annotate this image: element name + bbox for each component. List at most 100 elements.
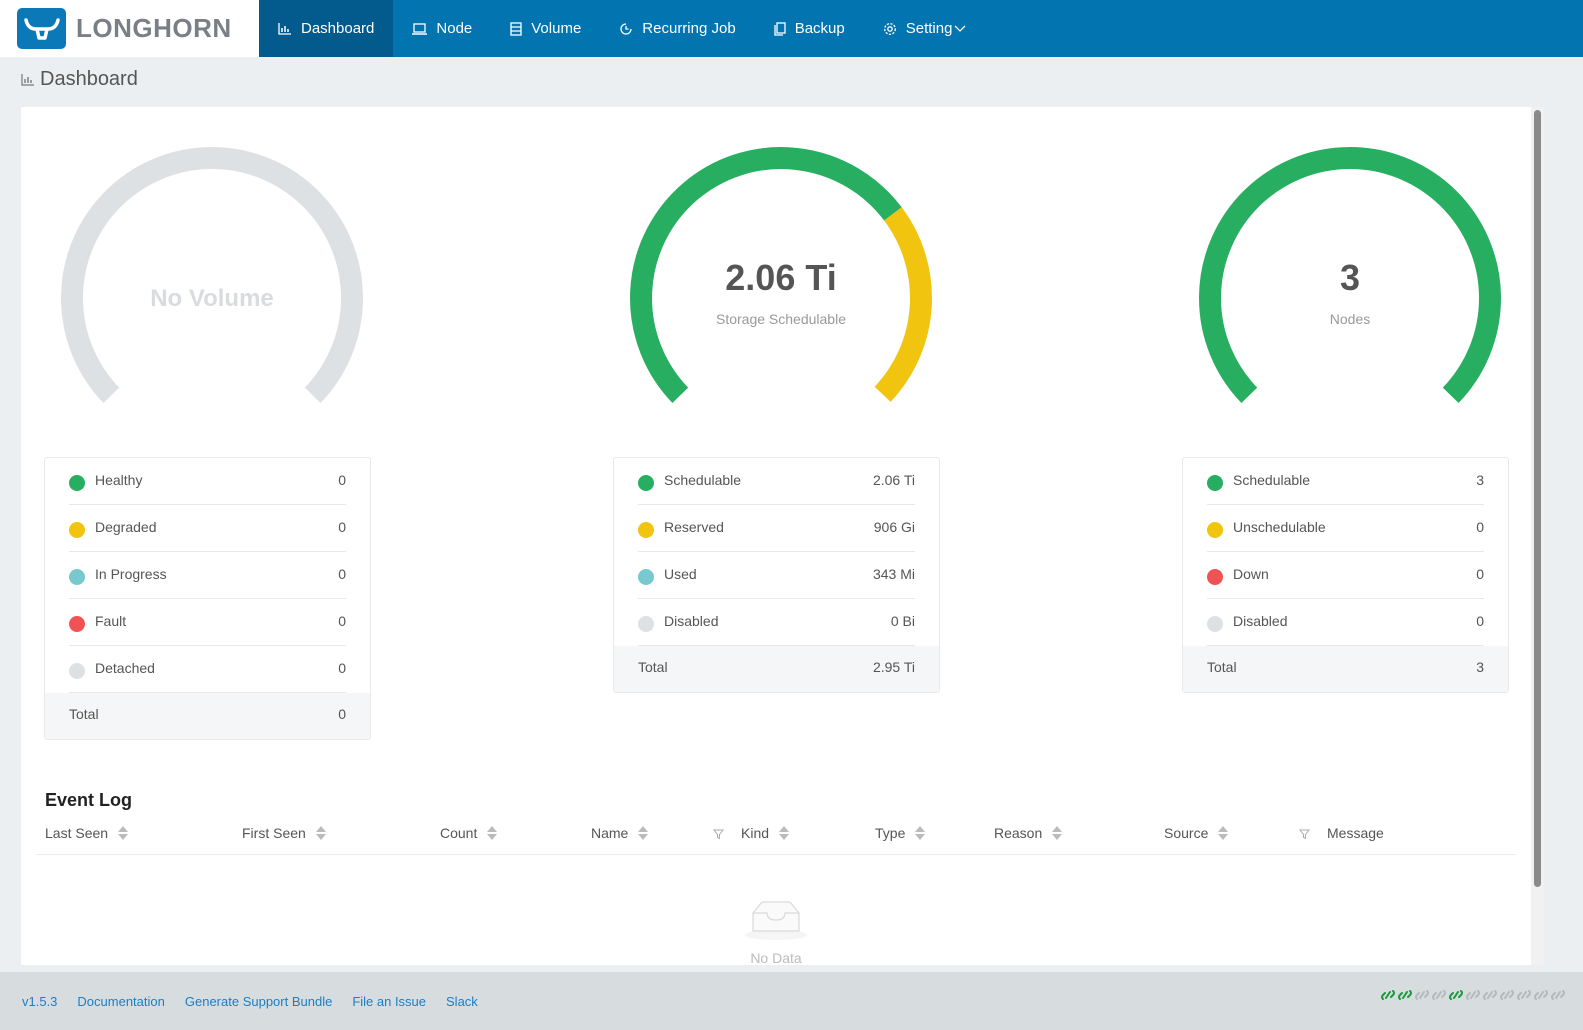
file-issue-link[interactable]: File an Issue (352, 993, 427, 1009)
legend-label: Reserved (664, 519, 724, 535)
logo[interactable]: LONGHORN (0, 0, 259, 57)
schedulable-dot (638, 475, 654, 491)
legend-label: Healthy (95, 472, 143, 488)
column-kind[interactable]: Kind (741, 825, 790, 841)
sort-icon[interactable] (1218, 826, 1229, 840)
storage-gauge[interactable]: 2.06 Ti Storage Schedulable (626, 147, 936, 417)
legend-row-used[interactable]: Used 343 Mi (638, 552, 915, 599)
legend-row-fault[interactable]: Fault 0 (69, 599, 346, 646)
link-icon (1449, 990, 1463, 1000)
no-data-text: No Data (750, 950, 802, 965)
websocket-status (1379, 989, 1566, 1001)
clock-icon (620, 22, 632, 35)
filter-icon[interactable] (1299, 829, 1310, 840)
database-icon (510, 21, 522, 36)
bar-chart-icon (21, 73, 34, 86)
nav-node[interactable]: Node (393, 0, 491, 57)
node-schedulable-arc (1199, 147, 1501, 403)
storage-legend: Schedulable 2.06 Ti Reserved 906 Gi Used… (613, 457, 940, 693)
sort-icon[interactable] (1052, 826, 1063, 840)
legend-value: 3 (1476, 472, 1484, 488)
storage-reserved-arc (874, 207, 932, 402)
filter-icon[interactable] (713, 829, 724, 840)
link-icon (1500, 990, 1514, 1000)
column-last-seen[interactable]: Last Seen (45, 825, 129, 841)
link-icon (1517, 990, 1531, 1000)
legend-total-row: Total 0 (45, 693, 370, 739)
legend-row-degraded[interactable]: Degraded 0 (69, 505, 346, 552)
sort-icon[interactable] (638, 826, 649, 840)
legend-total-value: 2.95 Ti (872, 659, 915, 675)
documentation-link[interactable]: Documentation (77, 993, 165, 1009)
nav-setting[interactable]: Setting (864, 0, 986, 57)
sort-icon[interactable] (487, 826, 498, 840)
storage-schedulable-arc (630, 147, 902, 403)
slack-link[interactable]: Slack (446, 993, 478, 1009)
sort-icon[interactable] (779, 826, 790, 840)
gear-icon (883, 22, 896, 35)
detached-dot (69, 663, 85, 679)
nav-recurring-job[interactable]: Recurring Job (600, 0, 754, 57)
scrollbar-thumb[interactable] (1534, 110, 1541, 887)
support-bundle-link[interactable]: Generate Support Bundle (184, 993, 333, 1009)
column-label: Type (875, 825, 906, 841)
legend-row-unschedulable[interactable]: Unschedulable 0 (1207, 505, 1484, 552)
no-volume-text: No Volume (150, 285, 274, 312)
legend-row-schedulable[interactable]: Schedulable 2.06 Ti (638, 458, 915, 505)
volume-gauge-chart (61, 147, 363, 403)
link-icon (1381, 990, 1395, 1000)
nav-volume[interactable]: Volume (491, 0, 600, 57)
column-source[interactable]: Source (1164, 825, 1229, 841)
sort-icon[interactable] (915, 826, 926, 840)
legend-value: 0 (1476, 519, 1484, 535)
link-icon (1415, 990, 1429, 1000)
node-gauge[interactable]: 3 Nodes (1195, 147, 1505, 417)
legend-row-detached[interactable]: Detached 0 (69, 646, 346, 693)
legend-row-schedulable[interactable]: Schedulable 3 (1207, 458, 1484, 505)
version-link[interactable]: v1.5.3 (22, 993, 58, 1009)
legend-value: 0 (338, 519, 346, 535)
dashboard-panel: No Volume 2.06 Ti Storage Schedulable 3 … (21, 107, 1531, 965)
legend-label: Unschedulable (1233, 519, 1326, 535)
column-count[interactable]: Count (440, 825, 498, 841)
legend-row-down[interactable]: Down 0 (1207, 552, 1484, 599)
sort-icon[interactable] (118, 826, 129, 840)
column-first-seen[interactable]: First Seen (242, 825, 326, 841)
nav-recurring-job-label: Recurring Job (642, 20, 736, 37)
main-nav: Dashboard Node Volume Recurring Job Back… (259, 0, 985, 57)
legend-row-reserved[interactable]: Reserved 906 Gi (638, 505, 915, 552)
sort-icon[interactable] (315, 826, 326, 840)
legend-row-healthy[interactable]: Healthy 0 (69, 458, 346, 505)
legend-value: 343 Mi (872, 566, 915, 582)
legend-row-disabled[interactable]: Disabled 0 Bi (638, 599, 915, 646)
legend-label: Down (1233, 566, 1269, 582)
column-label: Source (1164, 825, 1209, 841)
volume-legend: Healthy 0 Degraded 0 In Progress 0 Fault… (44, 457, 371, 740)
column-message[interactable]: Message (1327, 825, 1384, 841)
volume-gauge[interactable]: No Volume (57, 147, 367, 417)
link-icon (1398, 990, 1412, 1000)
link-icon (1534, 990, 1548, 1000)
nav-backup[interactable]: Backup (755, 0, 864, 57)
page-title-text: Dashboard (40, 68, 138, 90)
reserved-dot (638, 522, 654, 538)
legend-row-disabled[interactable]: Disabled 0 (1207, 599, 1484, 646)
column-label: Reason (994, 825, 1043, 841)
scrollbar[interactable] (1531, 107, 1544, 965)
node-gauge-value: 3 (1339, 257, 1361, 298)
top-navbar: LONGHORN Dashboard Node Volume Recurring… (0, 0, 1583, 57)
schedulable-dot (1207, 475, 1223, 491)
down-dot (1207, 569, 1223, 585)
column-reason[interactable]: Reason (994, 825, 1063, 841)
legend-label: Used (664, 566, 697, 582)
column-name[interactable]: Name (591, 825, 649, 841)
brand-name: LONGHORN (76, 13, 232, 43)
legend-value: 0 (338, 613, 346, 629)
copy-icon (774, 21, 786, 36)
nav-setting-label: Setting (905, 20, 953, 37)
legend-row-in-progress[interactable]: In Progress 0 (69, 552, 346, 599)
column-type[interactable]: Type (875, 825, 926, 841)
nav-dashboard[interactable]: Dashboard (259, 0, 394, 57)
column-label: Name (591, 825, 629, 841)
column-label: Count (440, 825, 478, 841)
